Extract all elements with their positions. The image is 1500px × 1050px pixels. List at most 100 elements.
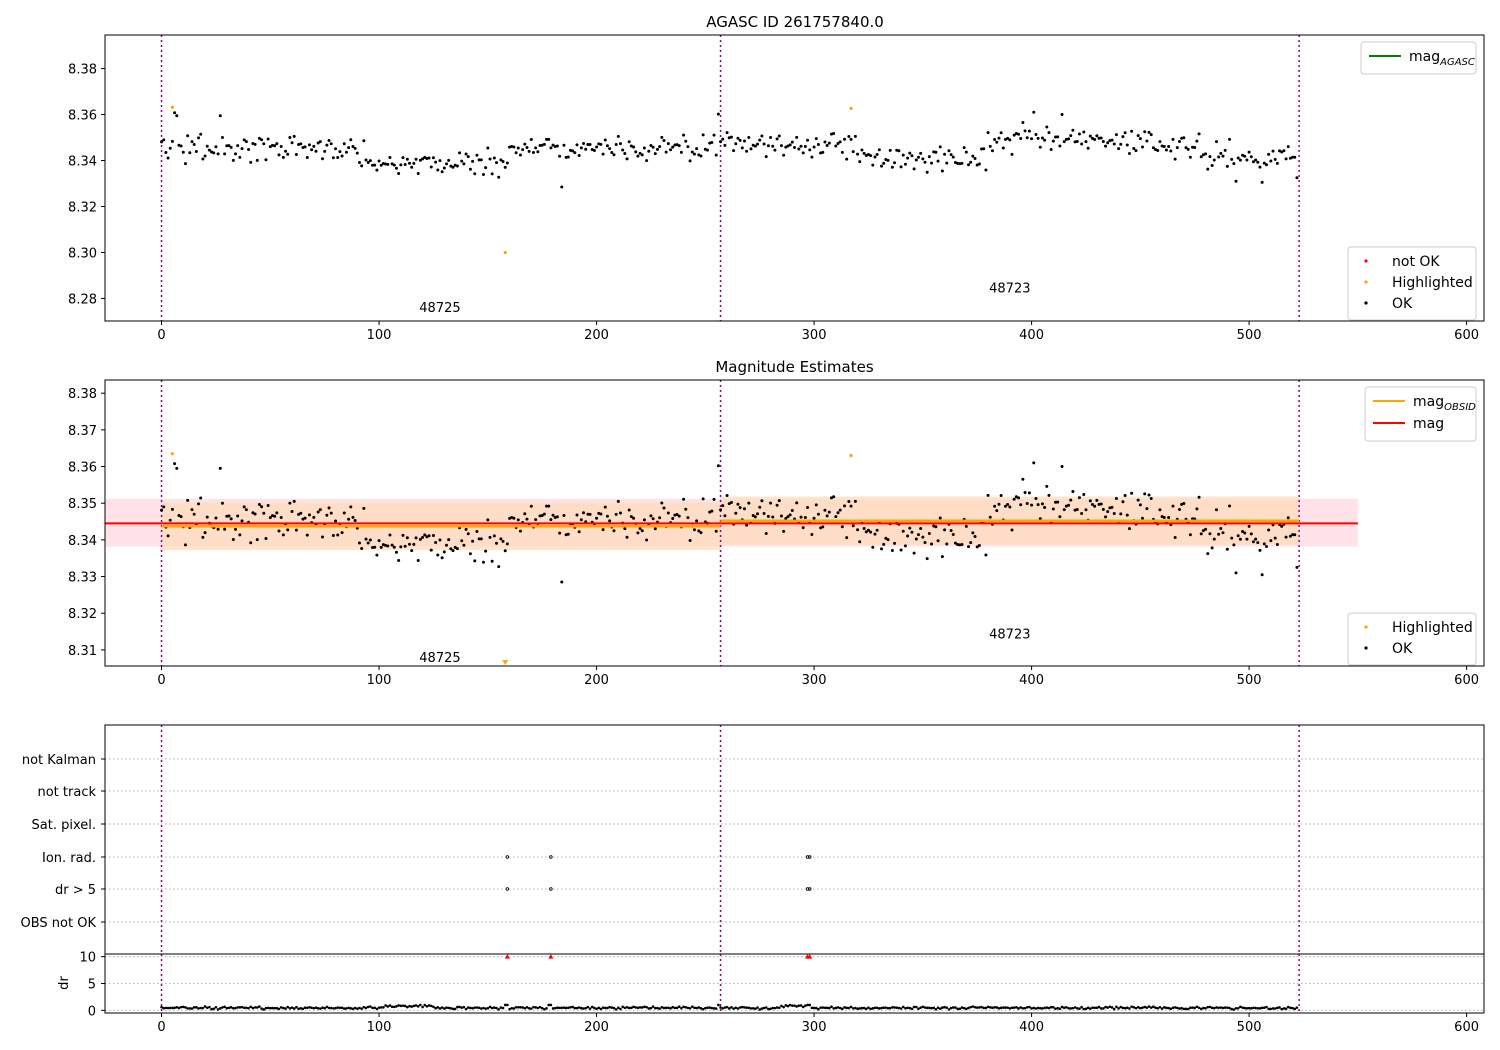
p1-x-tick-label-300: 300	[802, 328, 827, 343]
p4-dr-point-260	[725, 1005, 729, 1009]
p2-ok-point-290	[790, 509, 794, 513]
p1-ok-point-254	[712, 133, 716, 137]
p1-ok-point-481	[1206, 167, 1210, 171]
p4-dr-point-468	[1178, 1007, 1181, 1010]
p4-dr-point-207	[610, 1006, 614, 1009]
p1-ok-point-405	[1040, 136, 1044, 140]
p4-dr-point-140	[464, 1007, 468, 1011]
p2-ok-point-89	[353, 518, 357, 522]
p2-ok-point-11	[183, 543, 187, 547]
p2-ok-point-262	[729, 501, 733, 505]
p2-ok-point-276	[760, 499, 764, 503]
p1-ok-point-104	[386, 162, 390, 166]
p3-flag-point-0-3	[808, 855, 812, 859]
p4-dr-point-199	[593, 1006, 596, 1010]
p1-ok-point-147	[479, 158, 483, 162]
p1-ok-point-251	[705, 148, 709, 152]
p2-highlighted-point-0	[170, 452, 175, 456]
p1-ok-point-289	[788, 143, 792, 147]
p2-ok-point-221	[640, 529, 644, 533]
p2-ok-point-247	[697, 529, 701, 533]
p4-dr-point-359	[941, 1006, 944, 1009]
p1-ok-point-503	[1254, 158, 1258, 162]
p4-dr-point-226	[651, 1005, 655, 1008]
p4-dr-point-309	[832, 1007, 835, 1010]
p2-ok-point-396	[1021, 477, 1025, 481]
p4-dr-point-248	[699, 1007, 703, 1010]
p2-ok-point-37	[240, 519, 244, 523]
p2-ok-point-334	[886, 538, 890, 542]
p2-ok-point-33	[231, 538, 235, 542]
p2-ok-point-424	[1082, 492, 1086, 496]
p1-ok-point-322	[860, 148, 864, 152]
p4-dr-point-310	[834, 1006, 838, 1010]
p1-ok-point-258	[721, 137, 725, 141]
p2-ok-point-483	[1210, 546, 1214, 550]
p1-ok-point-304	[821, 150, 825, 154]
p4-dr-point-445	[1128, 1007, 1131, 1010]
p2-ok-point-490	[1225, 547, 1229, 551]
magnitude-estimates-plot: Magnitude Estimates8.318.328.338.348.358…	[68, 358, 1485, 688]
p2-ok-point-168	[525, 517, 529, 521]
p1-ok-point-194	[582, 142, 586, 146]
p4-dr-point-175	[540, 1006, 544, 1010]
p2-ok-point-19	[201, 535, 205, 539]
p2-ok-point-473	[1188, 533, 1192, 537]
p4-dr-point-100	[377, 1006, 381, 1009]
p2-obsid-label-0: 48725	[419, 651, 460, 666]
p2-ok-point-214	[625, 535, 629, 539]
p1-ok-point-164	[516, 146, 520, 150]
p4-dr-point-237	[675, 1006, 679, 1010]
p1-ok-point-34	[234, 152, 238, 156]
p1-ok-point-148	[481, 173, 485, 177]
p1-ok-point-40	[247, 147, 251, 151]
p1-ok-point-493	[1232, 162, 1236, 166]
p2-ok-point-438	[1112, 512, 1116, 516]
p2-ok-point-58	[286, 528, 290, 532]
p4-dr-point-480	[1204, 1006, 1207, 1010]
p1-ok-point-509	[1267, 152, 1271, 156]
p2-ok-point-257	[719, 508, 723, 512]
p4-dr-point-477	[1197, 1006, 1201, 1010]
p1-x-tick-label-400: 400	[1019, 328, 1044, 343]
p4-dr-point-115	[410, 1005, 413, 1008]
p2-ok-point-372	[969, 541, 973, 545]
p1-ok-point-184	[560, 185, 564, 189]
p1-ok-point-225	[649, 143, 653, 147]
p1-ok-point-286	[782, 153, 786, 157]
p2-ok-point-520	[1291, 533, 1295, 537]
p1-ok-point-96	[368, 159, 372, 163]
p4-dr-point-191	[575, 1006, 579, 1010]
p4-dr-point-178	[547, 1003, 551, 1007]
p1-ok-point-157	[501, 159, 505, 163]
p2-ok-point-213	[623, 527, 627, 531]
p1-ok-point-117	[414, 157, 418, 161]
p4-dr-point-493	[1232, 1008, 1236, 1011]
p1-ok-point-373	[971, 154, 975, 158]
p4-dr-point-417	[1067, 1006, 1070, 1010]
p4-dr-point-95	[366, 1005, 370, 1009]
p2-ok-point-482	[1208, 532, 1212, 536]
p1-ok-point-144	[473, 172, 477, 176]
p4-dr-point-375	[975, 1006, 979, 1009]
p4-dr-point-159	[506, 1003, 509, 1007]
p4-dr-point-337	[893, 1006, 896, 1009]
p4-dr-point-387	[1002, 1006, 1005, 1009]
p4-dr-point-297	[806, 1003, 809, 1007]
p1-ok-point-406	[1043, 138, 1047, 142]
p1-ok-point-81	[336, 155, 340, 159]
p2-ok-point-414	[1060, 465, 1064, 469]
p1-ok-point-353	[927, 155, 931, 159]
p4-dr-point-499	[1245, 1006, 1249, 1010]
p1-ok-point-326	[869, 154, 873, 158]
p1-ok-point-4	[168, 146, 172, 150]
p1-ok-point-341	[901, 153, 905, 157]
p2-ok-point-297	[806, 505, 810, 509]
p2-ok-point-522	[1295, 565, 1299, 569]
p2-ok-point-17	[197, 502, 201, 506]
p2-ok-point-356	[934, 525, 938, 529]
p2-ok-point-485	[1214, 508, 1218, 512]
p2-ok-point-316	[847, 500, 851, 504]
p2-ok-point-44	[255, 538, 259, 542]
p1-ok-point-336	[890, 165, 894, 169]
